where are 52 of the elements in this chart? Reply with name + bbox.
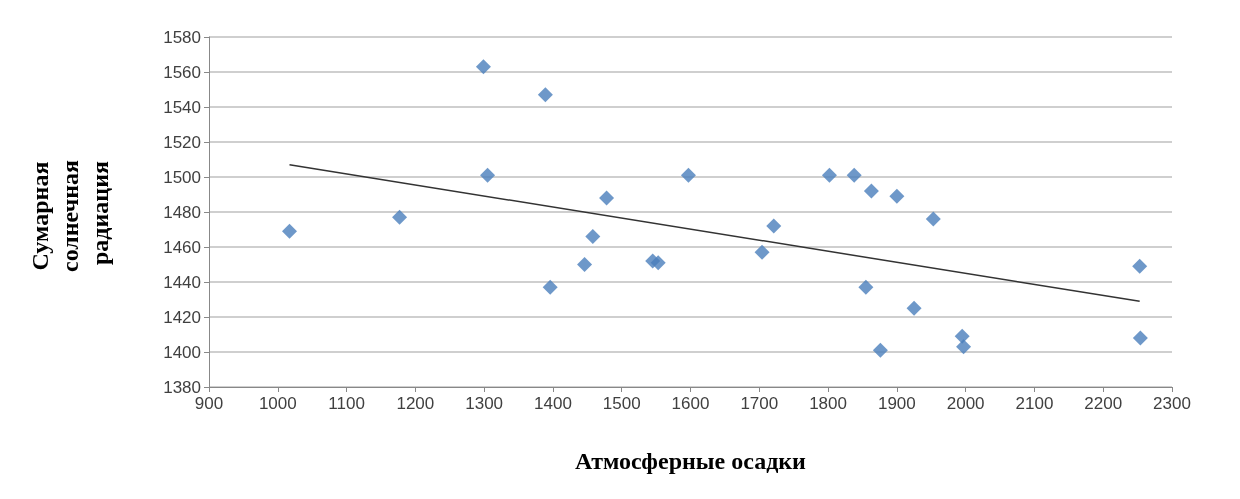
y-tick-label: 1560 xyxy=(163,62,201,82)
point xyxy=(542,279,558,295)
point xyxy=(281,223,297,239)
point xyxy=(475,59,491,75)
x-tick-label: 1600 xyxy=(671,394,710,413)
x-tick-label: 2000 xyxy=(946,394,985,413)
x-tick-label: 1000 xyxy=(258,394,297,413)
y-tick-label: 1480 xyxy=(163,202,201,222)
point xyxy=(846,167,862,183)
x-tick-label: 1100 xyxy=(328,394,365,413)
point xyxy=(577,257,593,272)
point xyxy=(537,87,553,103)
y-tick-label: 1580 xyxy=(163,27,201,47)
point xyxy=(956,339,972,355)
point xyxy=(863,183,879,199)
x-tick-label: 900 xyxy=(194,394,224,413)
point xyxy=(872,342,888,358)
point xyxy=(650,255,666,271)
point xyxy=(821,167,837,183)
point xyxy=(680,167,696,183)
y-tick-label: 1400 xyxy=(163,342,201,362)
point xyxy=(1132,258,1148,274)
point xyxy=(906,300,922,316)
point xyxy=(858,279,874,295)
y-tick-label: 1420 xyxy=(163,307,201,327)
y-tick-label: 1500 xyxy=(163,167,201,187)
x-tick-label: 1300 xyxy=(465,394,504,413)
y-tick-label: 1460 xyxy=(163,237,201,257)
point xyxy=(766,218,782,234)
y-tick-label: 1440 xyxy=(163,272,201,292)
y-axis-title: Сумарная солнечная радиация xyxy=(27,153,113,273)
y-tick-label: 1520 xyxy=(163,132,201,152)
x-tick-label: 2100 xyxy=(1015,394,1054,413)
point xyxy=(754,244,770,260)
point xyxy=(599,190,615,206)
x-tick-label: 1900 xyxy=(877,394,916,413)
x-tick-label: 1700 xyxy=(740,394,779,413)
y-tick-label: 1380 xyxy=(163,377,201,397)
x-tick-label: 1500 xyxy=(602,394,641,413)
point xyxy=(480,167,496,183)
point xyxy=(585,229,601,244)
x-tick-label: 1800 xyxy=(809,394,847,413)
x-tick-label: 1200 xyxy=(396,394,435,413)
point xyxy=(392,209,408,225)
x-axis-title: Атмосферные осадки xyxy=(575,448,807,474)
x-tick-label: 2300 xyxy=(1153,394,1191,413)
point xyxy=(1132,330,1148,346)
x-tick-label: 1400 xyxy=(534,394,572,413)
point xyxy=(889,188,905,204)
x-tick-label: 2200 xyxy=(1084,394,1123,413)
y-tick-label: 1540 xyxy=(163,97,201,117)
point xyxy=(925,211,941,227)
